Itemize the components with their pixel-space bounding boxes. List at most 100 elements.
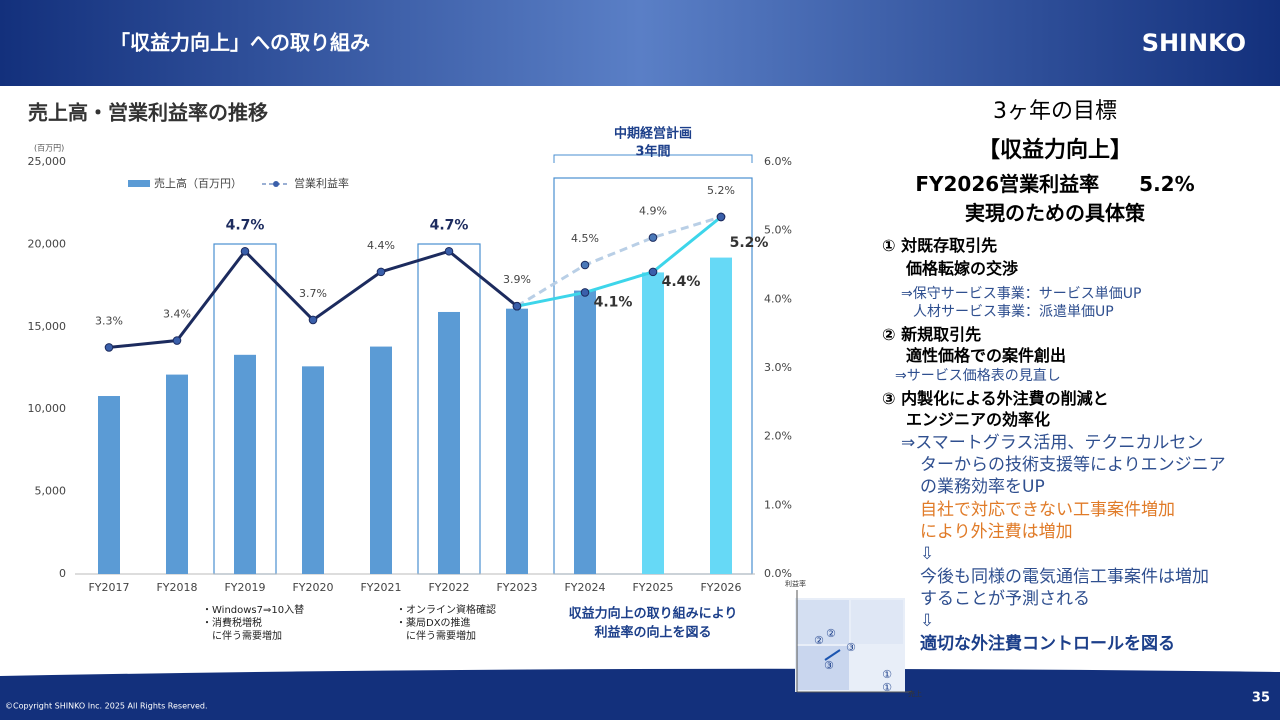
goal-target: FY2026営業利益率 5.2% xyxy=(915,172,1195,196)
legend-label: 売上高（百万円） xyxy=(154,176,242,190)
measure-line: ③ 内製化による外注費の削減と xyxy=(882,389,1109,408)
bar xyxy=(642,272,664,574)
y-tick-label: 10,000 xyxy=(28,402,67,415)
data-label: 5.2% xyxy=(730,235,769,251)
x-tick-label: FY2018 xyxy=(156,581,197,594)
bar xyxy=(370,346,392,574)
y2-tick-label: 3.0% xyxy=(764,361,792,374)
x-tick-label: FY2019 xyxy=(224,581,265,594)
measure-line: ⇒保守サービス事業：サービス単価UP xyxy=(901,286,1142,302)
diagram-mark: ③ xyxy=(824,659,834,672)
logo: SHINKO xyxy=(1142,29,1246,57)
measure-line: 適性価格での案件創出 xyxy=(906,346,1067,365)
note: ・オンライン資格確認 xyxy=(396,603,496,616)
goal-headline: 【収益力向上】 xyxy=(977,138,1132,163)
data-label: 3.7% xyxy=(299,287,327,300)
measure-line: 人材サービス事業：派遣単価UP xyxy=(913,304,1114,320)
diagram-mark: ② xyxy=(814,634,824,647)
x-tick-label: FY2025 xyxy=(632,581,673,594)
x-tick-label: FY2021 xyxy=(360,581,401,594)
bar xyxy=(166,374,188,574)
measure-line: エンジニアの効率化 xyxy=(906,410,1051,429)
bar xyxy=(710,257,732,574)
measure-line: ターからの技術支援等によりエンジニア xyxy=(920,455,1226,475)
measure-line: ② 新規取引先 xyxy=(882,325,982,344)
diagram-mark: ① xyxy=(882,668,892,681)
data-label: 5.2% xyxy=(707,184,735,197)
marker xyxy=(512,301,522,311)
measure-line: ⇒サービス価格表の見直し xyxy=(895,368,1061,384)
bar xyxy=(98,396,120,574)
y2-tick-label: 6.0% xyxy=(764,155,792,168)
marker xyxy=(104,343,114,352)
plan-label: 中期経営計画 xyxy=(614,126,692,142)
note: に伴う需要増加 xyxy=(396,629,476,642)
x-tick-label: FY2026 xyxy=(700,581,741,594)
data-label: 3.4% xyxy=(163,308,191,321)
goal-subtitle: 実現のための具体策 xyxy=(965,201,1145,225)
diagram-mark: ③ xyxy=(846,641,856,654)
quadrant xyxy=(797,646,849,690)
data-label: 4.7% xyxy=(430,217,469,233)
note: ・Windows7⇒10入替 xyxy=(202,603,304,616)
marker xyxy=(716,212,726,222)
measure-line: ⇒スマートグラス活用、テクニカルセン xyxy=(901,433,1204,453)
legend-swatch xyxy=(273,181,279,187)
legend-swatch xyxy=(128,180,150,187)
data-label: 4.7% xyxy=(226,217,265,233)
measure-line: ⇩ xyxy=(920,544,935,564)
plan-label: 3年間 xyxy=(635,144,670,160)
measure-line: の業務効率をUP xyxy=(920,477,1045,497)
plan-note: 利益率の向上を図る xyxy=(594,625,711,641)
measure-line: 自社で対応できない工事案件増加 xyxy=(920,500,1175,520)
measure-line: ⇩ xyxy=(920,611,935,631)
y2-tick-label: 4.0% xyxy=(764,292,792,305)
measure-line: により外注費は増加 xyxy=(920,522,1073,542)
marker xyxy=(648,267,658,277)
x-tick-label: FY2017 xyxy=(88,581,129,594)
diagram-y-label: 利益率 xyxy=(785,579,806,588)
y-tick-label: 5,000 xyxy=(35,485,67,498)
bracket xyxy=(553,154,753,163)
note: に伴う需要増加 xyxy=(202,629,282,642)
legend-label: 営業利益率 xyxy=(294,176,349,190)
arrow xyxy=(824,649,841,661)
marker xyxy=(580,288,590,297)
note: ・消費税増税 xyxy=(202,616,262,629)
measure-line: 今後も同様の電気通信工事案件は増加 xyxy=(920,567,1209,587)
bar xyxy=(574,290,596,574)
quadrant xyxy=(851,600,903,644)
page-number: 35 xyxy=(1252,691,1270,706)
data-label: 4.1% xyxy=(594,294,633,310)
marker xyxy=(648,233,658,242)
section-title: 売上高・営業利益率の推移 xyxy=(28,101,268,125)
data-label: 3.9% xyxy=(503,273,531,286)
y-tick-label: 20,000 xyxy=(28,237,67,250)
y2-tick-label: 2.0% xyxy=(764,430,792,443)
marker xyxy=(580,260,590,270)
data-label: 4.9% xyxy=(639,205,667,218)
y2-tick-label: 0.0% xyxy=(764,567,792,580)
marker xyxy=(376,267,386,277)
measure-line: ① 対既存取引先 xyxy=(882,236,998,255)
x-tick-label: FY2020 xyxy=(292,581,333,594)
y-tick-label: 0 xyxy=(59,567,66,580)
y2-tick-label: 1.0% xyxy=(764,498,792,511)
measure-line: することが予測される xyxy=(920,589,1090,609)
x-tick-label: FY2024 xyxy=(564,581,605,594)
y-tick-label: 25,000 xyxy=(28,155,67,168)
bar xyxy=(506,308,528,574)
marker xyxy=(308,315,318,325)
footer-bar xyxy=(0,668,1280,720)
line xyxy=(516,215,722,308)
bar xyxy=(234,354,256,574)
measure-line: 適切な外注費コントロールを図る xyxy=(920,634,1175,654)
diagram-mark: ① xyxy=(882,681,892,694)
marker xyxy=(444,246,454,256)
data-label: 3.3% xyxy=(95,314,123,327)
marker xyxy=(172,336,182,345)
x-tick-label: FY2023 xyxy=(496,581,537,594)
copyright: ©Copyright SHINKO Inc. 2025 All Rights R… xyxy=(5,702,208,711)
